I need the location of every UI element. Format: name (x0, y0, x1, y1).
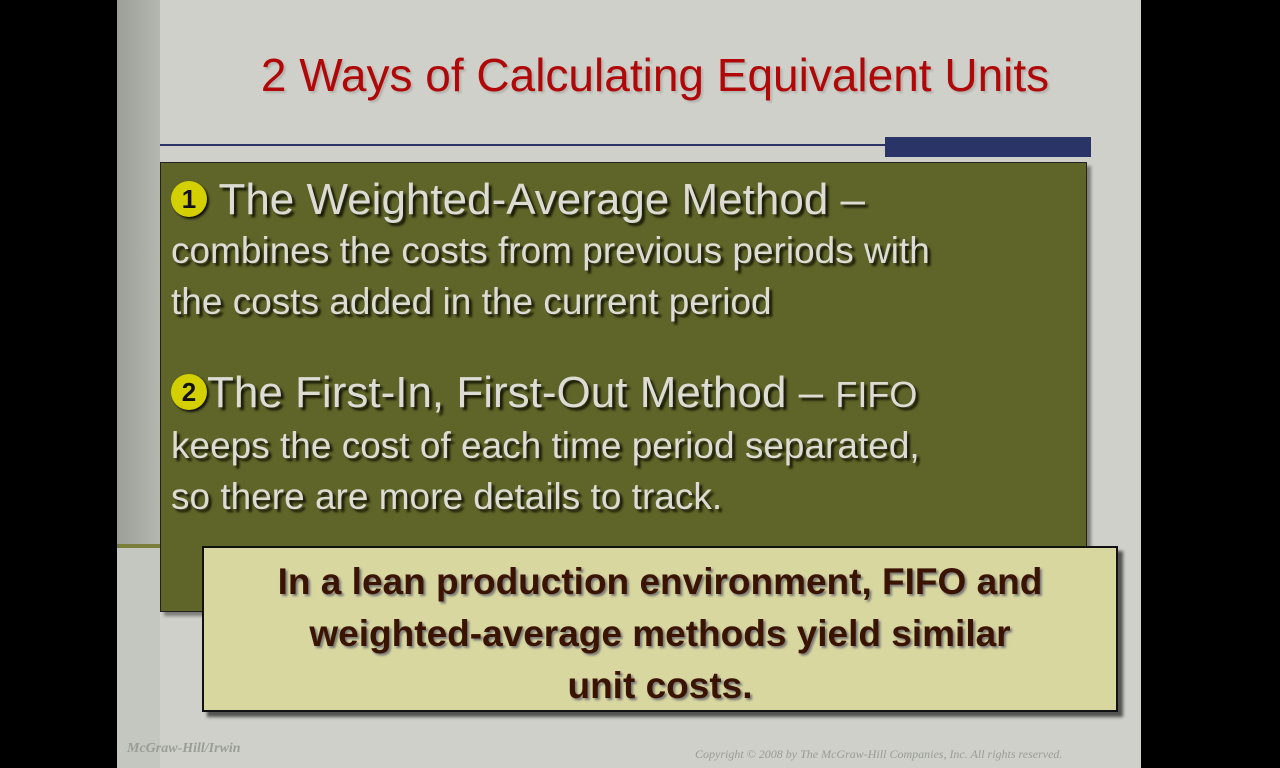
method-body-line: so there are more details to track. (171, 476, 723, 517)
method-item-2: 2 The First-In, First-Out Method – FIFO k… (171, 368, 920, 522)
copyright-footer: Copyright © 2008 by The McGraw-Hill Comp… (695, 747, 1063, 761)
method-body-line: the costs added in the current period (171, 281, 772, 322)
method-body-line: combines the costs from previous periods… (171, 230, 930, 271)
left-decor-strip-lower (117, 548, 160, 768)
title-rule (160, 144, 886, 146)
method-item-1: 1 The Weighted-Average Method – combines… (171, 175, 930, 327)
method-heading: The Weighted-Average Method – (218, 175, 865, 224)
note-line: In a lean production environment, FIFO a… (277, 561, 1043, 602)
publisher-footer: McGraw-Hill/Irwin (127, 741, 241, 756)
note-line: unit costs. (567, 665, 753, 706)
slide-title: 2 Ways of Calculating Equivalent Units (260, 49, 1050, 101)
method-heading: The First-In, First-Out Method – (207, 368, 836, 417)
number-1-icon: 1 (171, 181, 207, 217)
method-body-line: keeps the cost of each time period separ… (171, 425, 920, 466)
fifo-label: FIFO (835, 374, 918, 415)
content-box: 1 The Weighted-Average Method – combines… (160, 162, 1087, 612)
note-line: weighted-average methods yield similar (309, 613, 1011, 654)
callout-note: In a lean production environment, FIFO a… (202, 546, 1118, 712)
decor-line (117, 544, 162, 548)
accent-bar (885, 137, 1091, 157)
number-2-icon: 2 (171, 374, 207, 410)
